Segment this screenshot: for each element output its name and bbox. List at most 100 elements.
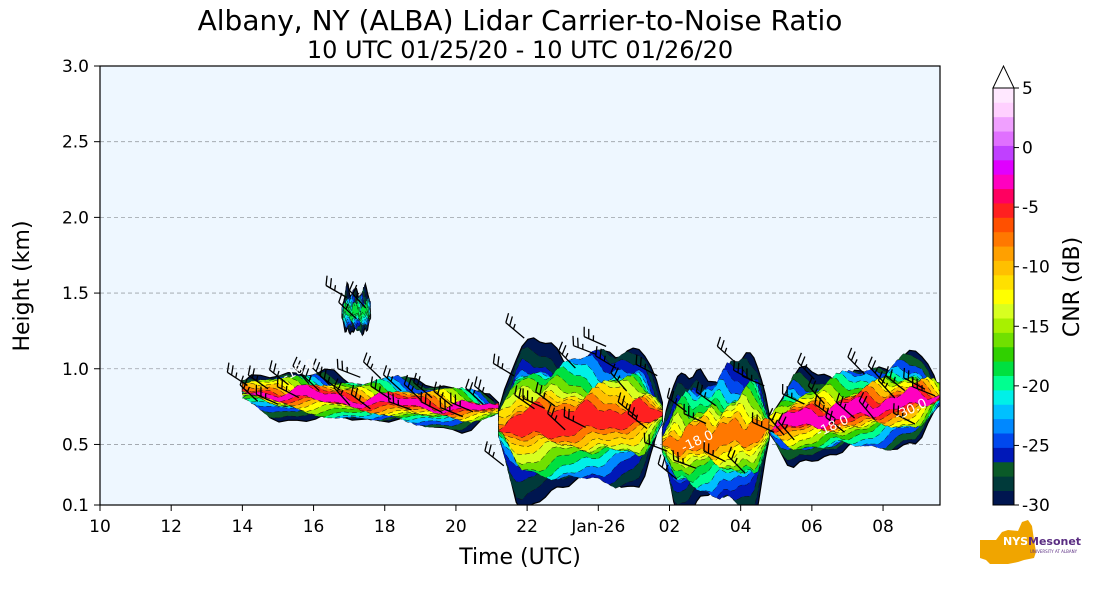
colorbar-band (993, 188, 1014, 204)
colorbar-band (993, 447, 1014, 463)
wind-barb (858, 391, 876, 420)
wind-barb (387, 391, 412, 411)
wind-barb (547, 404, 566, 431)
wind-barb (268, 360, 289, 386)
wind-barb (610, 363, 628, 392)
colorbar-band (993, 361, 1014, 376)
y-tick-label: 3.0 (62, 57, 89, 77)
colorbar-tick-label: 5 (1022, 79, 1033, 99)
wind-barb (683, 403, 707, 425)
colorbar-band (993, 490, 1014, 506)
y-tick-label: 0.5 (62, 435, 89, 455)
wind-barb (595, 346, 617, 369)
wind-barb (382, 365, 402, 392)
colorbar-tick-label: -10 (1022, 258, 1050, 278)
x-tick-label: 10 (89, 517, 111, 537)
wind-barb (911, 376, 936, 397)
cnr-contour-band (242, 384, 499, 414)
wind-barb (333, 378, 351, 406)
cnr-contour-band (662, 416, 770, 458)
wind-barb (420, 391, 443, 414)
wind-barb (276, 376, 300, 399)
colorbar-band (993, 332, 1014, 348)
logo-nys: NYS (1003, 535, 1029, 548)
wind-barb (617, 392, 638, 418)
logo-sub: UNIVERSITY AT ALBANY (1030, 549, 1078, 554)
colorbar-tick-label: -30 (1022, 496, 1050, 516)
wind-barb (362, 352, 382, 379)
wind-barb (695, 381, 717, 407)
y-tick-label: 2.5 (62, 133, 89, 153)
wind-barb (825, 407, 845, 433)
wind-barb (877, 371, 896, 399)
colorbar-band (993, 318, 1014, 333)
wind-barb (348, 281, 367, 309)
wind-barb (727, 446, 746, 474)
wind-barb (572, 335, 597, 355)
wind-barb (666, 387, 687, 413)
wind-barb (563, 406, 586, 428)
colorbar-band (993, 159, 1014, 175)
wind-barb (239, 375, 259, 402)
wind-barb (558, 341, 576, 369)
wind-barb (292, 356, 310, 385)
y-axis-label: Height (km) (10, 220, 35, 351)
chart-subtitle: 10 UTC 01/25/20 - 10 UTC 01/26/20 (306, 36, 734, 64)
wind-barb (473, 376, 494, 402)
wind-barb (492, 353, 515, 377)
wind-barb (741, 366, 765, 387)
x-tick-label: 04 (730, 517, 752, 537)
wind-barb (635, 354, 658, 377)
wind-barb (350, 384, 371, 410)
colorbar-tick-label: -15 (1022, 317, 1050, 337)
wind-barbs (226, 275, 936, 480)
wind-barb (657, 454, 678, 480)
wind-barb (522, 388, 545, 409)
wind-barb (716, 336, 736, 363)
x-tick-label: 14 (232, 517, 254, 537)
wind-barb (535, 382, 556, 407)
wind-barb (847, 347, 866, 375)
colorbar-band (993, 404, 1014, 420)
x-tick-label: 22 (516, 517, 538, 537)
x-tick-label: 18 (374, 517, 396, 537)
colorbar-band (993, 116, 1014, 132)
colorbar-band (993, 246, 1014, 261)
cnr-contour-band (341, 301, 371, 321)
colorbar: 5 0 -5 -10 -15 -20 -25 -30 (992, 64, 1050, 516)
wind-barb (505, 313, 525, 339)
wind-barb (835, 392, 856, 419)
x-tick-label: 08 (872, 517, 894, 537)
wind-barb (703, 441, 726, 463)
wind-barb (226, 362, 248, 386)
colorbar-band (993, 203, 1014, 218)
wind-barb (892, 403, 916, 425)
x-tick-label: Jan-26 (570, 517, 625, 537)
colorbar-band (993, 102, 1014, 118)
x-axis-label: Time (UTC) (458, 545, 581, 570)
wind-barb (301, 364, 320, 392)
wind-barb (450, 392, 474, 413)
wind-barb (514, 385, 535, 410)
y-tick-label: 0.1 (62, 496, 89, 516)
colorbar-band (993, 217, 1014, 233)
colorbar-band (993, 303, 1014, 319)
cnr-contour-band (498, 397, 663, 440)
wind-barb (627, 404, 648, 430)
wind-barb (247, 365, 269, 390)
colorbar-band (993, 88, 1014, 103)
x-tick-label: 06 (801, 517, 823, 537)
wind-barb (439, 397, 464, 418)
x-tick-label: 12 (160, 517, 182, 537)
colorbar-band (993, 145, 1014, 161)
y-tick-label: 1.5 (62, 284, 89, 304)
wind-barb (319, 366, 341, 391)
wind-barb (867, 356, 886, 384)
nys-mesonet-logo (980, 520, 1036, 564)
colorbar-band (993, 375, 1014, 391)
wind-barb (465, 378, 484, 405)
plot-frame (99, 65, 941, 506)
colorbar-band (993, 476, 1014, 492)
wind-barb (767, 407, 785, 436)
